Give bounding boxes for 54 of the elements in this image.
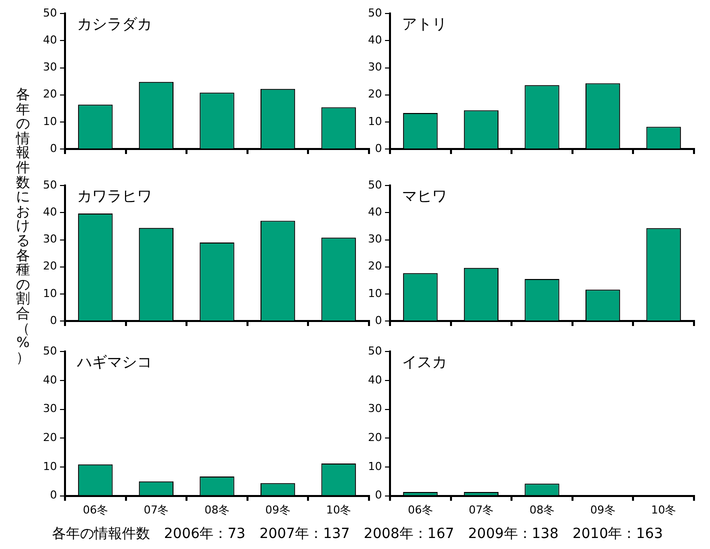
y-tick-label: 0 [50,142,57,155]
y-tick-label: 40 [42,34,57,47]
x-tick-label: 06冬 [82,503,108,516]
y-tick-label: 10 [42,460,57,473]
y-tick-label: 40 [368,373,382,386]
y-tick-label: 0 [374,142,382,155]
y-tick-label: 0 [374,488,382,502]
x-tick-label: 10冬 [326,503,352,516]
y-tick-label: 0 [50,314,57,327]
chart-title: カシラダカ [76,14,152,33]
y-tick-label: 20 [368,88,382,101]
y-tick-label: 40 [42,373,57,386]
chart-title: カワラヒワ [76,186,152,205]
y-tick-label: 40 [368,206,382,219]
y-tick-label: 10 [368,286,382,300]
chart-title: マヒワ [402,186,447,205]
y-tick-label: 50 [42,6,57,20]
text: 各年の情報件数における各種の割合（%） [16,87,30,366]
x-tick-label: 09冬 [590,503,616,516]
y-tick-label: 30 [42,60,57,74]
chart-title: ハギマシコ [76,352,152,371]
y-tick-label: 10 [368,460,382,473]
y-tick-label: 50 [368,344,382,358]
y-tick-label: 50 [368,178,382,192]
y-tick-label: 30 [42,402,57,416]
y-tick-label: 30 [368,402,382,416]
y-tick-label: 20 [42,88,57,101]
y-tick-label: 10 [42,114,57,128]
y-tick-label: 40 [42,206,57,219]
y-tick-label: 30 [368,60,382,74]
text: 各年の情報件数 2006年：73 2007年：137 2008年：167 2009年：138 2010年：163 [52,525,663,543]
chart-title: イスカ [402,352,447,371]
chart-title: アトリ [402,14,447,33]
x-tick-label: 09冬 [265,503,290,516]
x-tick-label: 07冬 [144,503,169,516]
x-tick-label: 06冬 [408,503,433,516]
y-tick-label: 20 [368,430,382,444]
y-tick-label: 30 [368,232,382,246]
y-tick-label: 40 [368,34,382,47]
y-tick-label: 50 [42,178,57,192]
y-tick-label: 10 [42,286,57,300]
y-tick-label: 50 [368,6,382,20]
y-tick-label: 10 [368,114,382,128]
x-tick-label: 07冬 [468,503,494,516]
x-tick-label: 08冬 [530,503,554,516]
x-tick-label: 08冬 [204,503,230,516]
y-tick-label: 20 [42,260,57,273]
y-tick-label: 0 [374,314,382,327]
y-tick-label: 0 [50,488,57,502]
y-tick-label: 30 [42,232,57,246]
y-tick-label: 20 [368,260,382,273]
y-tick-label: 50 [42,344,57,358]
y-tick-label: 20 [42,430,57,444]
x-tick-label: 10冬 [651,503,676,516]
